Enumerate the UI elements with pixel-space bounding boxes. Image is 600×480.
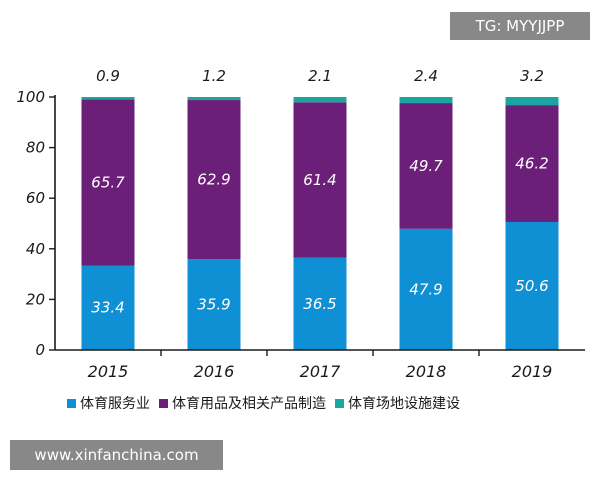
bar-2018-series-2 bbox=[399, 97, 453, 104]
bar-2016-series-2 bbox=[187, 97, 241, 101]
legend-item-service: 体育服务业 bbox=[67, 393, 150, 413]
value-label-service-2015: 33.4 bbox=[91, 299, 124, 317]
bar-2018-series-0 bbox=[399, 228, 453, 350]
value-label-manufacturing-2019: 46.2 bbox=[515, 155, 548, 173]
x-tick-label-2018: 2018 bbox=[406, 362, 447, 381]
bar-2017-series-2 bbox=[293, 97, 347, 103]
x-tick-label-2016: 2016 bbox=[194, 362, 235, 381]
y-tick-label-60: 60 bbox=[26, 189, 45, 207]
watermark-top-right: TG: MYYJJPP bbox=[450, 12, 590, 40]
bar-2017-series-0 bbox=[293, 257, 347, 350]
y-tick-label-40: 40 bbox=[26, 240, 45, 258]
value-label-service-2019: 50.6 bbox=[515, 277, 548, 295]
value-label-service-2017: 36.5 bbox=[303, 295, 336, 313]
legend-swatch-service bbox=[67, 398, 76, 408]
value-label-manufacturing-2016: 62.9 bbox=[197, 171, 230, 189]
legend-label-manufacturing: 体育用品及相关产品制造 bbox=[172, 396, 326, 412]
bar-2015-series-0 bbox=[81, 265, 135, 350]
value-label-service-2016: 35.9 bbox=[197, 296, 230, 314]
bar-2018-series-1 bbox=[399, 103, 453, 229]
x-tick-label-2017: 2017 bbox=[300, 362, 342, 381]
bar-2015-series-1 bbox=[81, 99, 135, 266]
top-label-facilities-2015: 0.9 bbox=[96, 67, 120, 85]
value-label-manufacturing-2015: 65.7 bbox=[91, 173, 125, 191]
bar-2019-series-1 bbox=[505, 105, 559, 222]
value-label-manufacturing-2018: 49.7 bbox=[409, 157, 443, 175]
value-label-manufacturing-2017: 61.4 bbox=[303, 171, 336, 189]
top-label-facilities-2017: 2.1 bbox=[308, 67, 332, 85]
legend-swatch-facilities bbox=[335, 398, 344, 408]
y-tick-label-20: 20 bbox=[26, 290, 45, 308]
legend-swatch-manufacturing bbox=[159, 398, 168, 408]
value-label-service-2018: 47.9 bbox=[409, 280, 442, 298]
x-tick-label-2015: 2015 bbox=[88, 362, 129, 381]
top-label-facilities-2019: 3.2 bbox=[520, 67, 544, 85]
legend: 体育服务业 体育用品及相关产品制造 体育场地设施建设 bbox=[67, 393, 469, 413]
y-tick-label-80: 80 bbox=[26, 139, 45, 157]
y-tick-label-0: 0 bbox=[35, 341, 45, 359]
x-tick-label-2019: 2019 bbox=[512, 362, 553, 381]
legend-label-service: 体育服务业 bbox=[80, 396, 150, 412]
bar-2017-series-1 bbox=[293, 102, 347, 258]
bar-2016-series-0 bbox=[187, 259, 241, 350]
top-label-facilities-2016: 1.2 bbox=[202, 67, 226, 85]
legend-item-manufacturing: 体育用品及相关产品制造 bbox=[159, 393, 326, 413]
bar-2016-series-1 bbox=[187, 100, 241, 260]
bar-2015-series-2 bbox=[81, 97, 135, 100]
watermark-bottom-left: www.xinfanchina.com bbox=[10, 440, 223, 470]
bar-2019-series-0 bbox=[505, 221, 559, 350]
legend-label-facilities: 体育场地设施建设 bbox=[348, 396, 460, 412]
bar-2019-series-2 bbox=[505, 97, 559, 106]
legend-item-facilities: 体育场地设施建设 bbox=[335, 393, 460, 413]
y-tick-label-100: 100 bbox=[16, 88, 45, 106]
top-label-facilities-2018: 2.4 bbox=[414, 67, 438, 85]
